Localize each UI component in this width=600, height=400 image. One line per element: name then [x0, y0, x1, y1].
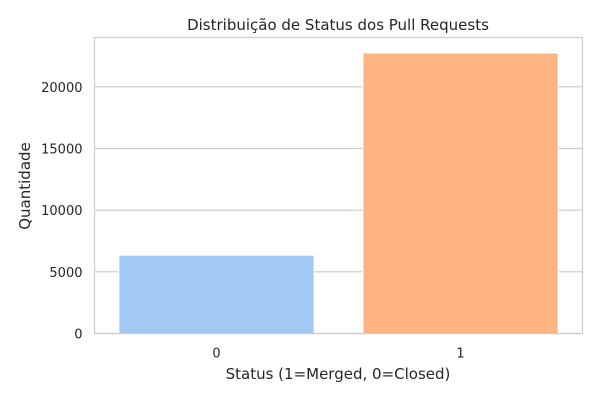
chart-title: Distribuição de Status dos Pull Requests	[187, 16, 489, 34]
x-axis-label: Status (1=Merged, 0=Closed)	[226, 365, 451, 383]
y-tick-label: 10000	[41, 204, 82, 219]
y-tick-label: 15000	[41, 143, 82, 158]
bar-1	[362, 52, 559, 335]
x-tick-label: 0	[212, 347, 220, 362]
y-tick-labels: 0 5000 10000 15000 20000	[41, 81, 82, 343]
plot-frame	[93, 36, 584, 335]
y-tick-label: 0	[74, 328, 82, 343]
bars	[118, 52, 559, 335]
y-tick-label: 20000	[41, 81, 82, 96]
x-tick-label: 1	[456, 347, 464, 362]
y-tick-label: 5000	[49, 266, 82, 281]
y-axis-label: Quantidade	[16, 142, 34, 230]
bar-0	[118, 254, 315, 334]
